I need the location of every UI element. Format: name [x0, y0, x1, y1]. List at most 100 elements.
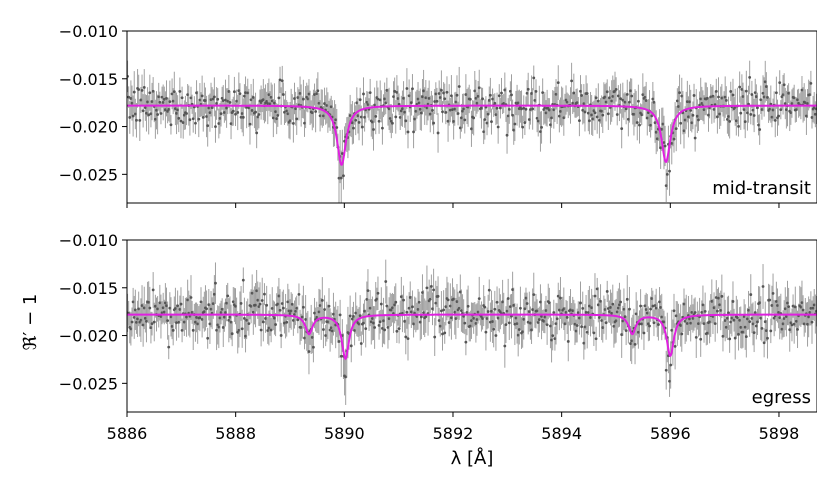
data-point — [379, 302, 383, 306]
data-point — [579, 301, 582, 305]
data-point — [737, 332, 740, 336]
data-point — [463, 321, 467, 325]
data-point — [234, 112, 237, 116]
data-point — [639, 304, 643, 308]
panel-2: −0.010 −0.015 −0.020 −0.025 5886 5888 5890 5892… — [59, 231, 817, 443]
data-point — [151, 288, 155, 292]
data-point — [280, 79, 284, 83]
data-point — [488, 93, 492, 97]
data-point — [295, 117, 299, 121]
data-point — [238, 92, 242, 96]
data-point — [378, 320, 382, 324]
data-point — [419, 315, 423, 319]
y-tick-label: −0.015 — [59, 279, 118, 298]
data-point — [364, 327, 368, 330]
data-point — [441, 332, 444, 336]
data-point — [510, 93, 513, 97]
data-point — [206, 124, 210, 128]
data-point — [678, 91, 681, 95]
axes-frame — [126, 30, 817, 204]
data-point — [497, 94, 501, 98]
data-point — [261, 320, 265, 324]
data-point — [241, 115, 245, 119]
data-point — [593, 111, 597, 115]
data-point — [492, 327, 496, 331]
data-point — [277, 96, 281, 100]
data-point — [455, 93, 459, 97]
data-point — [506, 297, 510, 300]
data-point — [212, 95, 216, 99]
data-point — [744, 89, 748, 93]
data-point — [362, 92, 365, 96]
data-point — [230, 332, 234, 336]
data-point — [188, 118, 192, 122]
data-point — [135, 118, 138, 122]
data-point — [790, 323, 794, 327]
data-point — [316, 89, 320, 93]
data-point — [504, 323, 508, 326]
data-point — [500, 91, 503, 95]
data-point — [495, 300, 499, 304]
data-point — [796, 327, 799, 331]
data-point — [127, 95, 131, 99]
data-point — [540, 125, 543, 129]
data-point — [425, 286, 429, 290]
data-point — [559, 296, 562, 300]
data-point — [171, 328, 175, 332]
data-point — [180, 96, 184, 100]
data-point — [615, 113, 619, 116]
data-point — [638, 123, 641, 127]
data-point — [327, 304, 331, 308]
data-point — [699, 337, 703, 341]
data-point — [625, 297, 629, 301]
data-point — [377, 119, 381, 123]
data-point — [592, 331, 596, 335]
data-point — [594, 337, 598, 341]
data-point — [301, 305, 305, 309]
y-tick-label: −0.025 — [59, 165, 118, 184]
data-point — [672, 309, 676, 313]
data-point — [778, 81, 782, 85]
data-point — [152, 320, 156, 324]
data-point — [424, 315, 428, 319]
data-point — [339, 354, 343, 358]
data-point — [179, 119, 183, 123]
data-point — [405, 87, 409, 90]
model-line — [127, 104, 817, 166]
data-point — [513, 122, 517, 126]
data-point — [219, 112, 223, 116]
data-point — [522, 106, 526, 110]
y-tick-label: −0.010 — [59, 22, 118, 41]
data-point — [724, 98, 728, 102]
data-point — [260, 299, 264, 302]
data-point — [147, 113, 151, 117]
data-point — [484, 330, 488, 334]
data-point — [312, 345, 315, 349]
data-point — [439, 309, 443, 313]
data-point — [198, 316, 202, 320]
y-tick-label: −0.015 — [59, 70, 118, 89]
data-point — [406, 130, 410, 134]
data-point — [494, 334, 498, 337]
data-point — [411, 87, 414, 91]
data-point — [665, 173, 669, 176]
data-point — [477, 86, 481, 90]
data-point — [339, 176, 343, 180]
data-point — [642, 331, 646, 335]
data-point — [534, 89, 538, 93]
y-tick-label: −0.025 — [59, 374, 118, 393]
data-point — [463, 118, 467, 122]
data-point — [524, 107, 528, 111]
data-point — [714, 89, 718, 93]
data-point — [197, 117, 201, 121]
data-point — [130, 320, 134, 324]
data-point — [630, 94, 634, 98]
data-point — [362, 321, 365, 325]
data-point — [657, 323, 660, 326]
data-point — [749, 113, 753, 116]
data-point — [614, 87, 618, 91]
data-point — [756, 106, 759, 110]
data-point — [713, 322, 717, 325]
data-point — [787, 305, 791, 308]
data-point — [166, 319, 170, 322]
